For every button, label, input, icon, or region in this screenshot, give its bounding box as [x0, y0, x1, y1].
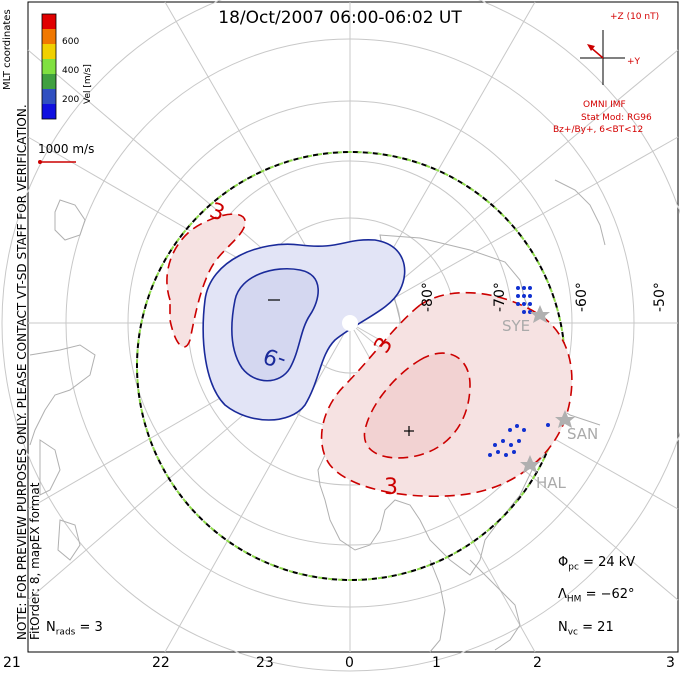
station-label-san: SAN: [567, 425, 599, 443]
lat-label-60: -60°: [574, 282, 590, 312]
nrads-subscript: rads: [55, 627, 76, 638]
magnetic-pole: [342, 315, 358, 331]
vector-count: Nvc = 21: [558, 620, 614, 638]
imf-model: Stat Mod: RG96: [581, 113, 652, 123]
colorbar-tick-600: 600: [62, 37, 80, 47]
cross-polar-potential: Φpc = 24 kV: [558, 555, 635, 573]
mlt-label-21: 21: [3, 655, 21, 671]
imf-clock: [580, 30, 625, 85]
hm-boundary-green: [136, 151, 566, 581]
colorbar-title: Vel [m/s]: [83, 64, 93, 104]
contour-label-dawn-bottom: 3: [384, 475, 398, 500]
preview-note-line2: FitOrder: 8, mapEX format: [28, 482, 42, 640]
nrads-symbol: N: [46, 620, 56, 635]
mlt-label-0: 0: [345, 655, 354, 671]
colorbar-tick-200: 200: [62, 95, 80, 105]
hm-boundary-latitude: ΛHM = −62°: [558, 587, 635, 605]
mlt-label-3: 3: [666, 655, 675, 671]
lat-label-70: -70°: [492, 282, 508, 312]
velocity-scale-label: 1000 m/s: [38, 142, 95, 156]
mlt-label-1: 1: [432, 655, 441, 671]
colorbar-tick-400: 400: [62, 66, 80, 76]
station-label-sye: SYE: [502, 317, 531, 335]
imf-z-label: +Z (10 nT): [610, 12, 660, 22]
plot-frame: [27, 1, 679, 653]
nrads-value: = 3: [79, 620, 103, 635]
coordinate-label: MLT coordinates: [2, 9, 13, 90]
lambda-value: = −62°: [585, 587, 635, 602]
lambda-symbol: Λ: [558, 587, 567, 602]
imf-y-label: +Y: [627, 57, 641, 67]
mlt-label-22: 22: [152, 655, 170, 671]
station-label-hal: HAL: [536, 474, 566, 492]
lambda-subscript: HM: [566, 594, 582, 605]
map-title: 18/Oct/2007 06:00-06:02 UT: [218, 8, 462, 28]
mlt-label-23: 23: [256, 655, 274, 671]
nvc-value: = 21: [582, 620, 614, 635]
velocity-colorbar: [41, 13, 57, 120]
radar-count: Nrads = 3: [46, 620, 103, 638]
negative-cell-inner: [231, 268, 319, 382]
phi-value: = 24 kV: [583, 555, 636, 570]
nvc-symbol: N: [558, 620, 568, 635]
imf-source: OMNI IMF: [583, 100, 626, 110]
velocity-vectors: [488, 286, 550, 457]
phi-subscript: pc: [568, 562, 579, 573]
lat-label-80: -80°: [420, 282, 436, 312]
nvc-subscript: vc: [567, 627, 579, 638]
positive-cell-left: [166, 213, 246, 348]
velocity-scale-vector: [38, 160, 76, 164]
positive-cell-right-inner: [363, 352, 471, 459]
radar-station-markers: [520, 305, 575, 473]
lat-label-50: -50°: [652, 282, 668, 312]
phi-symbol: Φ: [558, 555, 569, 570]
preview-note: NOTE: FOR PREVIEW PURPOSES ONLY. PLEASE …: [15, 104, 42, 640]
mlt-label-2: 2: [533, 655, 542, 671]
imf-condition: Bz+/By+, 6<BT<12: [553, 125, 644, 135]
